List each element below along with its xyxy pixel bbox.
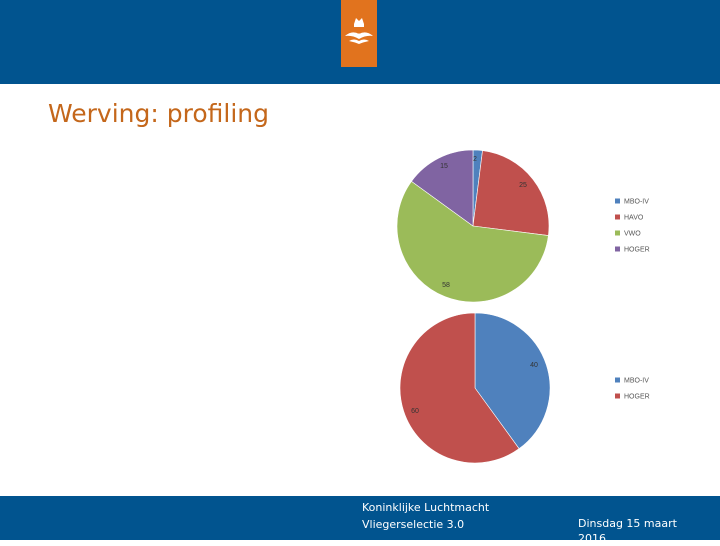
pie1-legend-label-mbo-iv: MBO-IV — [624, 199, 649, 206]
pie2-slice-hoger — [399, 312, 520, 464]
footer-date: Dinsdag 15 maart 2016 — [578, 517, 677, 545]
pie2-legend-swatch-hoger — [615, 393, 620, 399]
pie-charts: 2 25 58 15 MBO-IV HAVO VWO HOGER 40 60 MBO-IV HOGER — [396, 149, 650, 464]
header-bar — [0, 0, 720, 84]
emblem-badge — [341, 0, 377, 67]
pie1-data-label-havo: 25 — [519, 182, 527, 189]
pie2-data-label-hoger: 60 — [411, 408, 419, 415]
footer-subtitle: Vliegerselectie 3.0 — [362, 518, 465, 531]
pie1-legend-swatch-vwo — [615, 230, 620, 236]
pie1-data-label-vwo: 58 — [442, 282, 450, 289]
pie2-legend-label-hoger: HOGER — [624, 394, 650, 401]
pie1-slice-hoger — [411, 149, 474, 227]
pie1-legend-swatch-havo — [615, 214, 620, 220]
pie1-slice-havo — [472, 150, 550, 236]
pie1-data-label-hoger: 15 — [440, 163, 448, 170]
pie1-legend-label-hoger: HOGER — [624, 247, 650, 254]
pie1-legend-label-vwo: VWO — [624, 231, 641, 238]
pie1-legend-swatch-hoger — [615, 246, 620, 252]
page-title: Werving: profiling — [48, 99, 269, 128]
pie1-legend-swatch-mbo-iv — [615, 198, 620, 204]
pie1-legend-label-havo: HAVO — [624, 215, 644, 222]
footer-left: Koninklijke Luchtmacht Vliegerselectie 3… — [362, 499, 542, 533]
pie1-slice-vwo — [396, 180, 549, 303]
pie2-legend-label-mbo-iv: MBO-IV — [624, 378, 649, 385]
pie2-data-label-mbo-iv: 40 — [530, 362, 538, 369]
pie2-slice-mbo-iv — [474, 312, 551, 450]
crown-wings-icon — [345, 18, 373, 44]
pie1-data-label-mbo-iv: 2 — [473, 156, 477, 163]
footer-org: Koninklijke Luchtmacht — [362, 501, 490, 514]
footer-bar: Koninklijke Luchtmacht Vliegerselectie 3… — [0, 496, 720, 545]
pie2-legend-swatch-mbo-iv — [615, 377, 620, 383]
